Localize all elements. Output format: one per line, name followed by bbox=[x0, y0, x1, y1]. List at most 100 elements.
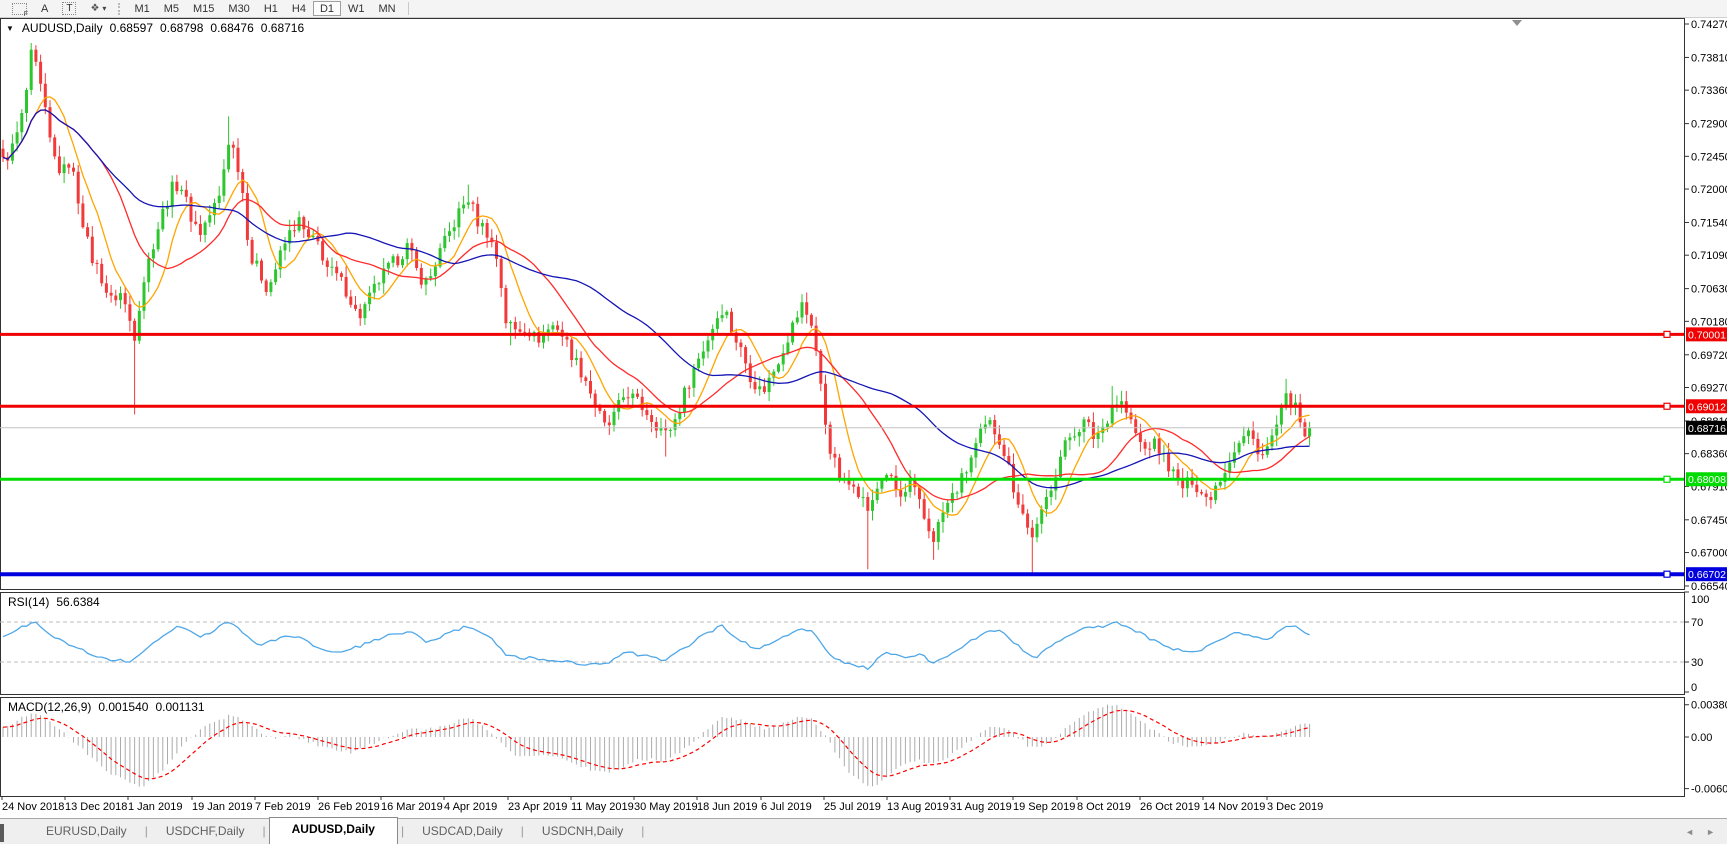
timeframe-m1-button[interactable]: M1 bbox=[127, 1, 156, 16]
chart-area: 0.74270 0.73810 0.73360 0.72900 0.72450 0.720… bbox=[0, 18, 1727, 818]
timeframe-m30-button[interactable]: M30 bbox=[221, 1, 256, 16]
svg-text:0.69012: 0.69012 bbox=[1688, 401, 1726, 413]
text-label-icon: T bbox=[62, 2, 77, 15]
ohlc-low: 0.68476 bbox=[210, 21, 254, 35]
chart-symbol-label: AUDUSD,Daily bbox=[21, 21, 103, 35]
chart-canvas[interactable]: 0.74270 0.73810 0.73360 0.72900 0.72450 0.720… bbox=[0, 18, 1727, 818]
svg-text:19 Sep 2019: 19 Sep 2019 bbox=[1013, 801, 1075, 813]
rsi-layer: 100 70 30 0 bbox=[0, 591, 1709, 694]
shapes-icon: ❖ bbox=[90, 3, 100, 14]
svg-text:0.72450: 0.72450 bbox=[1691, 151, 1727, 163]
svg-text:0.66540: 0.66540 bbox=[1691, 581, 1727, 593]
tab-separator: | bbox=[144, 824, 148, 838]
ohlc-high: 0.68798 bbox=[160, 21, 204, 35]
svg-text:16 Mar 2019: 16 Mar 2019 bbox=[381, 801, 443, 813]
anchor-grid-tool-button[interactable]: F bbox=[5, 1, 34, 18]
scroll-right-icon[interactable]: ► bbox=[1706, 827, 1715, 837]
timeframe-w1-button[interactable]: W1 bbox=[341, 1, 372, 16]
ma-medium bbox=[2, 109, 1310, 501]
rsi-line bbox=[2, 621, 1310, 671]
chart-tab-usdcad[interactable]: USDCAD,Daily bbox=[422, 824, 503, 838]
scroll-left-icon[interactable]: ◄ bbox=[1685, 827, 1695, 837]
svg-text:26 Feb 2019: 26 Feb 2019 bbox=[318, 801, 380, 813]
svg-text:11 May 2019: 11 May 2019 bbox=[571, 801, 634, 813]
svg-text:26 Oct 2019: 26 Oct 2019 bbox=[1140, 801, 1200, 813]
chevron-down-icon: ▾ bbox=[102, 4, 107, 13]
svg-text:0.73810: 0.73810 bbox=[1691, 52, 1727, 64]
ohlc-close: 0.68716 bbox=[260, 21, 305, 35]
svg-text:30 May 2019: 30 May 2019 bbox=[634, 801, 698, 813]
shift-marker-icon bbox=[1512, 20, 1522, 26]
svg-text:0.71090: 0.71090 bbox=[1691, 250, 1727, 262]
tab-separator: | bbox=[520, 824, 524, 838]
macd-layer: 0.003804 0.00 -0.006087 bbox=[2, 700, 1727, 796]
macd-signal-value: 0.001131 bbox=[155, 700, 205, 714]
svg-text:30: 30 bbox=[1691, 657, 1703, 669]
svg-text:0.71540: 0.71540 bbox=[1691, 217, 1727, 229]
tab-scroll-arrows: ◄ ► bbox=[1673, 827, 1727, 844]
timeframe-mn-button[interactable]: MN bbox=[372, 1, 403, 16]
svg-text:0.70180: 0.70180 bbox=[1691, 316, 1727, 328]
chart-tab-usdchf[interactable]: USDCHF,Daily bbox=[165, 824, 245, 838]
svg-text:0.003804: 0.003804 bbox=[1691, 700, 1727, 712]
svg-text:0.70001: 0.70001 bbox=[1688, 329, 1726, 341]
text-tool-button[interactable]: A bbox=[34, 1, 55, 16]
timeframe-h4-button[interactable]: H4 bbox=[285, 1, 313, 16]
tabbar-grip bbox=[0, 824, 4, 842]
macd-indicator-label: MACD(12,26,9) 0.001540 0.001131 bbox=[8, 700, 205, 714]
svg-text:18 Jun 2019: 18 Jun 2019 bbox=[697, 801, 758, 813]
tab-separator: | bbox=[641, 824, 645, 838]
svg-text:0.74270: 0.74270 bbox=[1691, 19, 1727, 31]
svg-text:0.69720: 0.69720 bbox=[1691, 350, 1727, 362]
timeframe-d1-button[interactable]: D1 bbox=[312, 1, 341, 16]
chart-tab-eurusd[interactable]: EURUSD,Daily bbox=[46, 824, 127, 838]
rsi-value: 56.6384 bbox=[56, 595, 100, 609]
svg-text:100: 100 bbox=[1691, 594, 1709, 606]
svg-text:1 Jan 2019: 1 Jan 2019 bbox=[128, 801, 182, 813]
svg-text:0.68008: 0.68008 bbox=[1688, 474, 1726, 486]
ma-fast bbox=[2, 96, 1310, 516]
svg-text:-0.006087: -0.006087 bbox=[1691, 784, 1727, 796]
svg-text:4 Apr 2019: 4 Apr 2019 bbox=[444, 801, 497, 813]
collapse-icon[interactable]: ▼ bbox=[6, 23, 14, 33]
horizontal-lines-layer bbox=[0, 330, 1684, 578]
chart-tab-usdcnh[interactable]: USDCNH,Daily bbox=[541, 824, 624, 838]
svg-text:70: 70 bbox=[1691, 617, 1703, 629]
svg-text:14 Nov 2019: 14 Nov 2019 bbox=[1203, 801, 1265, 813]
svg-text:13 Dec 2018: 13 Dec 2018 bbox=[65, 801, 127, 813]
svg-text:7 Feb 2019: 7 Feb 2019 bbox=[255, 801, 311, 813]
svg-text:0.67450: 0.67450 bbox=[1691, 515, 1727, 527]
svg-text:13 Aug 2019: 13 Aug 2019 bbox=[887, 801, 949, 813]
macd-value: 0.001540 bbox=[98, 700, 149, 714]
svg-text:0.68360: 0.68360 bbox=[1691, 449, 1727, 461]
svg-text:0: 0 bbox=[1691, 682, 1697, 694]
chart-tab-audusd[interactable]: AUDUSD,Daily bbox=[268, 817, 398, 844]
svg-text:0.00: 0.00 bbox=[1691, 732, 1712, 744]
chart-tabs: EURUSD,Daily | USDCHF,Daily | AUDUSD,Daily | U… bbox=[4, 817, 645, 844]
svg-text:23 Apr 2019: 23 Apr 2019 bbox=[508, 801, 567, 813]
timeframe-button-group: M1 M5 M15 M30 H1 H4 D1 W1 MN bbox=[127, 1, 402, 16]
chart-tabs-bar: EURUSD,Daily | USDCHF,Daily | AUDUSD,Daily | U… bbox=[0, 817, 1727, 844]
tab-separator: | bbox=[262, 824, 266, 838]
svg-text:3 Dec 2019: 3 Dec 2019 bbox=[1267, 801, 1323, 813]
svg-text:25 Jul 2019: 25 Jul 2019 bbox=[824, 801, 881, 813]
timeframe-h1-button[interactable]: H1 bbox=[257, 1, 285, 16]
timeframe-m15-button[interactable]: M15 bbox=[186, 1, 221, 16]
svg-text:24 Nov 2018: 24 Nov 2018 bbox=[2, 801, 64, 813]
svg-text:19 Jan 2019: 19 Jan 2019 bbox=[192, 801, 253, 813]
svg-text:0.66702: 0.66702 bbox=[1688, 569, 1726, 581]
ohlc-open: 0.68597 bbox=[109, 21, 153, 35]
svg-text:31 Aug 2019: 31 Aug 2019 bbox=[950, 801, 1012, 813]
text-a-icon: A bbox=[41, 2, 49, 15]
svg-text:6 Jul 2019: 6 Jul 2019 bbox=[761, 801, 812, 813]
price-axis: 0.74270 0.73810 0.73360 0.72900 0.72450 0.720… bbox=[1684, 19, 1727, 593]
shapes-menu-button[interactable]: ❖ ▾ bbox=[83, 1, 113, 16]
toolbar-grip bbox=[118, 2, 122, 15]
svg-text:0.69270: 0.69270 bbox=[1691, 383, 1727, 395]
svg-text:0.70630: 0.70630 bbox=[1691, 284, 1727, 296]
svg-text:8 Oct 2019: 8 Oct 2019 bbox=[1077, 801, 1131, 813]
svg-text:0.67000: 0.67000 bbox=[1691, 548, 1727, 560]
text-label-tool-button[interactable]: T bbox=[55, 1, 83, 16]
grid-f-icon: F bbox=[12, 2, 28, 18]
timeframe-m5-button[interactable]: M5 bbox=[157, 1, 186, 16]
